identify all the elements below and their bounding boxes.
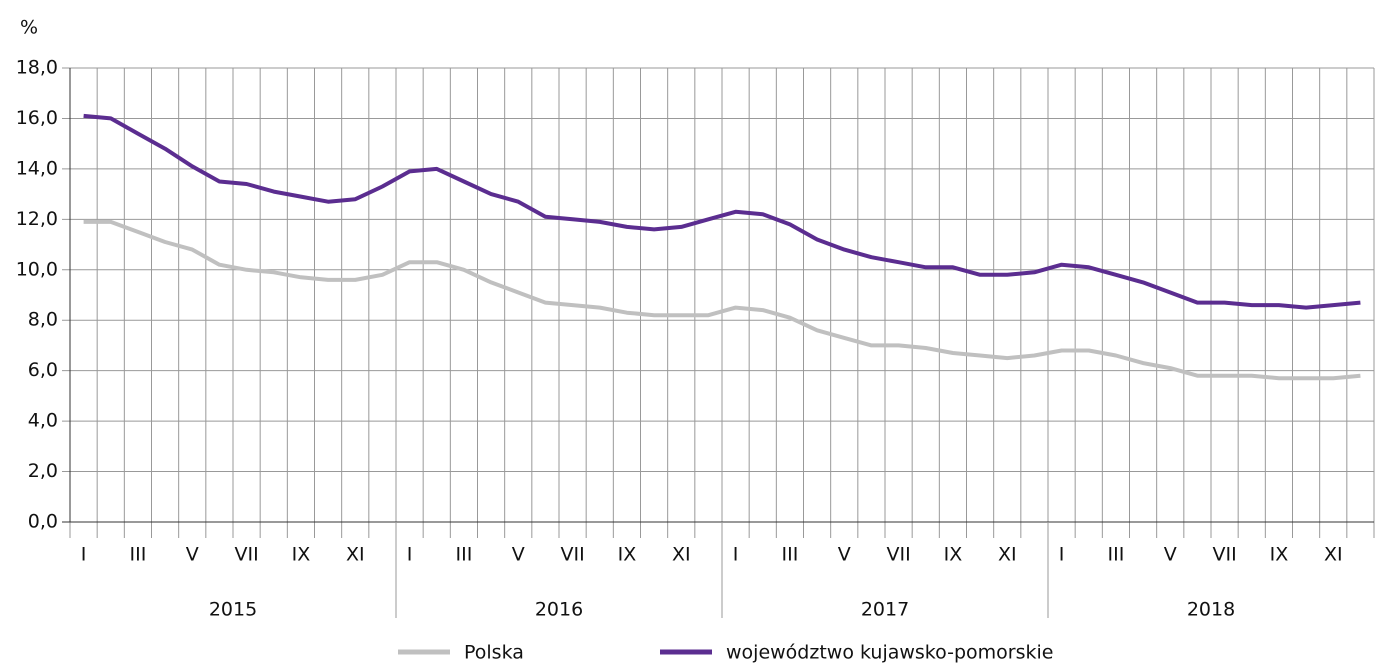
x-tick-label: XI bbox=[672, 544, 691, 566]
x-tick-label: V bbox=[186, 544, 199, 566]
x-tick-label: III bbox=[130, 544, 147, 566]
x-tick-label: VII bbox=[234, 544, 258, 566]
y-tick-label: 18,0 bbox=[16, 57, 58, 79]
y-tick-label: 10,0 bbox=[16, 258, 58, 280]
x-tick-label: III bbox=[456, 544, 473, 566]
x-tick-label: I bbox=[407, 544, 413, 566]
series-line bbox=[83, 219, 1361, 381]
x-tick-label: V bbox=[512, 544, 525, 566]
x-tick-label: I bbox=[733, 544, 739, 566]
year-label: 2018 bbox=[1187, 599, 1235, 621]
y-tick-label: 0,0 bbox=[28, 511, 58, 533]
x-tick-label: III bbox=[782, 544, 799, 566]
year-label: 2015 bbox=[209, 599, 257, 621]
x-tick-label: IX bbox=[292, 544, 311, 566]
x-tick-label: XI bbox=[1324, 544, 1343, 566]
y-tick-label: 6,0 bbox=[28, 359, 58, 381]
x-tick-label: VII bbox=[886, 544, 910, 566]
y-tick-label: 16,0 bbox=[16, 107, 58, 129]
x-tick-label: VII bbox=[1212, 544, 1236, 566]
series-line bbox=[83, 113, 1361, 310]
x-tick-label: XI bbox=[346, 544, 365, 566]
x-tick-label: IX bbox=[944, 544, 963, 566]
x-tick-label: VII bbox=[560, 544, 584, 566]
year-label: 2017 bbox=[861, 599, 909, 621]
legend-label: województwo kujawsko-pomorskie bbox=[726, 642, 1053, 664]
x-tick-label: XI bbox=[998, 544, 1017, 566]
x-tick-label: I bbox=[81, 544, 87, 566]
y-axis-label: % bbox=[20, 17, 38, 39]
x-tick-label: I bbox=[1059, 544, 1065, 566]
y-tick-label: 12,0 bbox=[16, 208, 58, 230]
y-tick-label: 8,0 bbox=[28, 309, 58, 331]
x-tick-label: III bbox=[1108, 544, 1125, 566]
x-tick-label: V bbox=[1164, 544, 1177, 566]
x-tick-label: V bbox=[838, 544, 851, 566]
legend-label: Polska bbox=[464, 642, 524, 664]
y-tick-label: 4,0 bbox=[28, 410, 58, 432]
x-tick-label: IX bbox=[1270, 544, 1289, 566]
year-label: 2016 bbox=[535, 599, 583, 621]
y-tick-label: 2,0 bbox=[28, 460, 58, 482]
y-tick-label: 14,0 bbox=[16, 157, 58, 179]
x-tick-label: IX bbox=[618, 544, 637, 566]
